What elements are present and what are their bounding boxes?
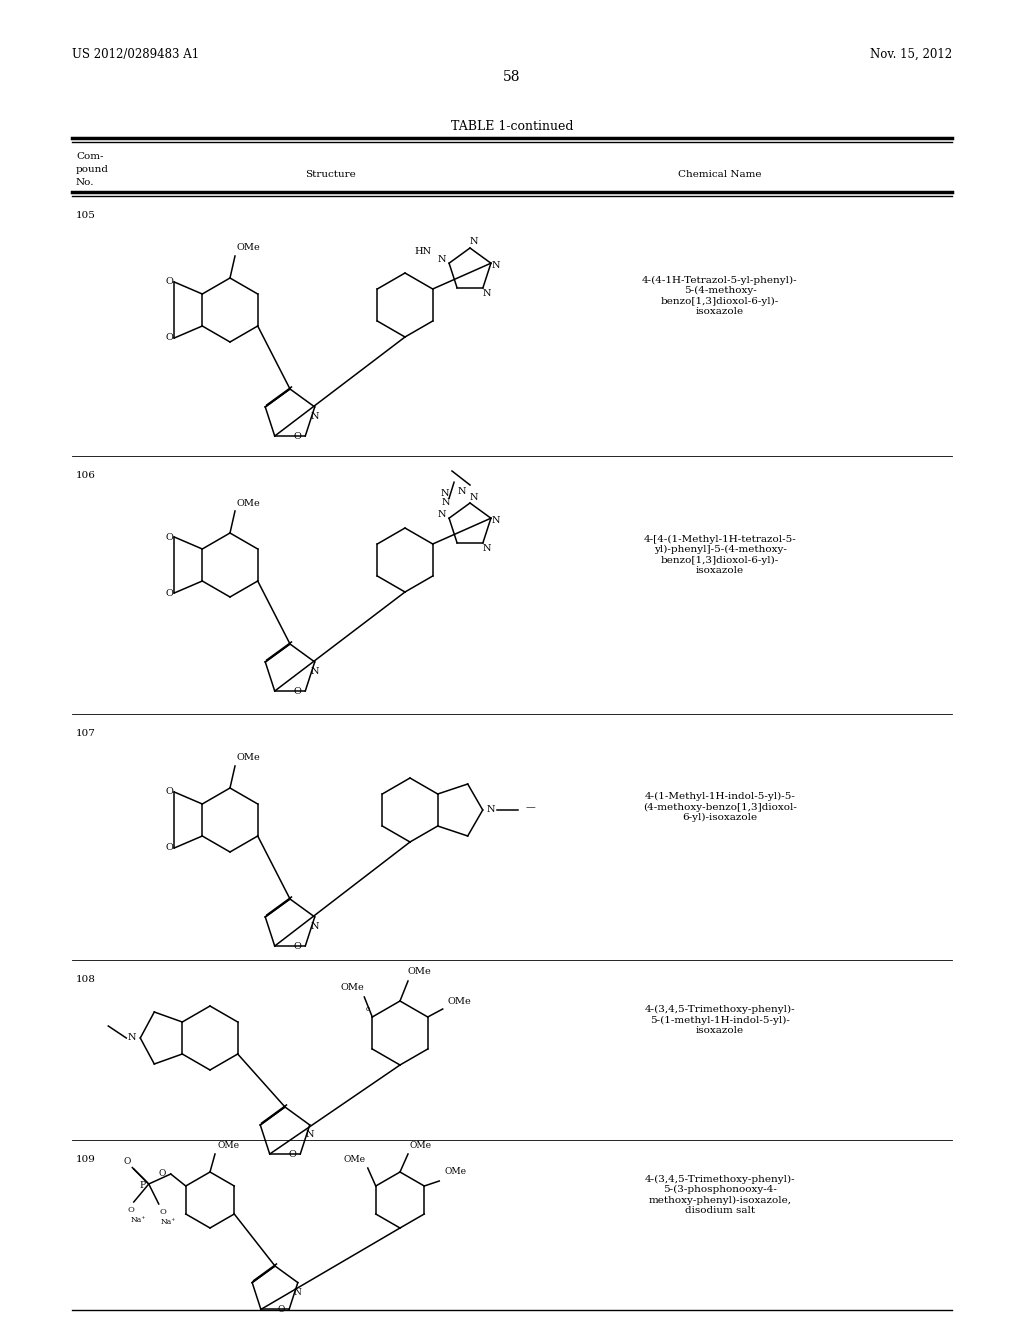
Text: OMe: OMe (237, 754, 260, 763)
Text: Com-: Com- (76, 152, 103, 161)
Text: O: O (165, 532, 173, 541)
Text: O: O (165, 334, 173, 342)
Text: O: O (293, 686, 301, 696)
Text: o: o (366, 1005, 370, 1012)
Text: N: N (310, 668, 319, 676)
Text: N: N (294, 1288, 302, 1298)
Text: N: N (128, 1034, 136, 1043)
Text: Chemical Name: Chemical Name (678, 170, 762, 180)
Text: —: — (526, 804, 536, 813)
Text: 4-(4-1H-Tetrazol-5-yl-phenyl)-
5-(4-methoxy-
benzo[1,3]dioxol-6-yl)-
isoxazole: 4-(4-1H-Tetrazol-5-yl-phenyl)- 5-(4-meth… (642, 276, 798, 317)
Text: 58: 58 (503, 70, 521, 84)
Text: 107: 107 (76, 729, 96, 738)
Text: OMe: OMe (410, 1140, 432, 1150)
Text: Na⁺: Na⁺ (131, 1216, 146, 1224)
Text: O: O (293, 432, 301, 441)
Text: 4-(3,4,5-Trimethoxy-phenyl)-
5-(3-phosphonooxy-4-
methoxy-phenyl)-isoxazole,
dis: 4-(3,4,5-Trimethoxy-phenyl)- 5-(3-phosph… (645, 1175, 796, 1216)
Text: N: N (440, 488, 450, 498)
Text: 109: 109 (76, 1155, 96, 1164)
Text: Structure: Structure (304, 170, 355, 180)
Text: 108: 108 (76, 975, 96, 983)
Text: N: N (441, 498, 451, 507)
Text: N: N (470, 238, 478, 247)
Text: N: N (492, 516, 500, 525)
Text: N: N (482, 544, 492, 553)
Text: N: N (482, 289, 492, 298)
Text: 4-(3,4,5-Trimethoxy-phenyl)-
5-(1-methyl-1H-indol-5-yl)-
isoxazole: 4-(3,4,5-Trimethoxy-phenyl)- 5-(1-methyl… (645, 1005, 796, 1035)
Text: O: O (165, 788, 173, 796)
Text: OMe: OMe (237, 499, 260, 507)
Text: HN: HN (414, 247, 431, 256)
Text: 105: 105 (76, 211, 96, 220)
Text: 4-(1-Methyl-1H-indol-5-yl)-5-
(4-methoxy-benzo[1,3]dioxol-
6-yl)-isoxazole: 4-(1-Methyl-1H-indol-5-yl)-5- (4-methoxy… (643, 792, 797, 822)
Text: N: N (438, 255, 446, 264)
Text: O: O (165, 277, 173, 286)
Text: N: N (310, 923, 319, 932)
Text: OMe: OMe (447, 998, 471, 1006)
Text: OMe: OMe (344, 1155, 366, 1163)
Text: O: O (160, 1208, 166, 1216)
Text: TABLE 1-continued: TABLE 1-continued (451, 120, 573, 133)
Text: O: O (123, 1158, 131, 1167)
Text: N: N (458, 487, 466, 495)
Text: P: P (139, 1181, 145, 1191)
Text: OMe: OMe (237, 243, 260, 252)
Text: O: O (159, 1170, 166, 1179)
Text: OMe: OMe (444, 1167, 466, 1176)
Text: O: O (165, 589, 173, 598)
Text: N: N (470, 492, 478, 502)
Text: 4-[4-(1-Methyl-1H-tetrazol-5-
yl)-phenyl]-5-(4-methoxy-
benzo[1,3]dioxol-6-yl)-
: 4-[4-(1-Methyl-1H-tetrazol-5- yl)-phenyl… (644, 535, 797, 576)
Text: N: N (438, 510, 446, 519)
Text: N: N (310, 412, 319, 421)
Text: OMe: OMe (408, 966, 432, 975)
Text: N: N (486, 805, 495, 814)
Text: O: O (289, 1150, 296, 1159)
Text: Nov. 15, 2012: Nov. 15, 2012 (869, 48, 952, 61)
Text: O: O (165, 843, 173, 853)
Text: No.: No. (76, 178, 94, 187)
Text: O: O (278, 1305, 285, 1313)
Text: pound: pound (76, 165, 109, 174)
Text: O: O (293, 941, 301, 950)
Text: N: N (305, 1130, 314, 1139)
Text: 106: 106 (76, 471, 96, 480)
Text: N: N (492, 261, 500, 269)
Text: OMe: OMe (341, 982, 365, 991)
Text: Na⁺: Na⁺ (161, 1218, 176, 1226)
Text: O: O (127, 1206, 134, 1214)
Text: OMe: OMe (217, 1142, 239, 1151)
Text: US 2012/0289483 A1: US 2012/0289483 A1 (72, 48, 199, 61)
